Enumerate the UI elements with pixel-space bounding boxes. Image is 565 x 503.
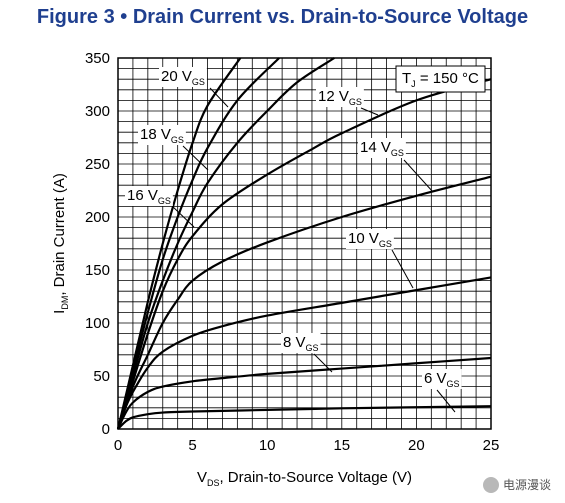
- tj-annotation: TJ = 150 °C: [395, 65, 486, 93]
- series-label-20vgs: 20 VGS: [161, 68, 205, 87]
- series-label-12vgs: 12 VGS: [318, 88, 362, 107]
- leader-18vgs: [182, 145, 209, 171]
- x-tick-label: 20: [408, 437, 425, 454]
- x-tick-label: 15: [333, 437, 350, 454]
- leader-6vgs: [436, 389, 456, 413]
- curve-18vgs: [116, 57, 280, 430]
- series-label-10vgs: 10 VGS: [348, 230, 392, 249]
- curves: [116, 57, 492, 430]
- leader-10vgs: [391, 249, 414, 289]
- y-tick-label: 300: [85, 103, 110, 120]
- series-label-18vgs: 18 VGS: [140, 126, 184, 145]
- wechat-icon: [482, 476, 499, 493]
- y-tick-label: 350: [85, 50, 110, 67]
- curve-8vgs: [117, 356, 492, 430]
- leader-8vgs: [313, 353, 333, 373]
- y-tick-label: 250: [85, 156, 110, 173]
- leader-12vgs: [360, 107, 379, 116]
- leader-20vgs: [209, 87, 229, 108]
- y-tick-label: 150: [85, 262, 110, 279]
- curve-20vgs: [116, 57, 242, 430]
- plot-frame: [117, 57, 492, 430]
- x-tick-label: 25: [483, 437, 500, 454]
- x-tick-label: 10: [259, 437, 276, 454]
- y-tick-label: 0: [102, 421, 110, 438]
- curve-12vgs: [116, 175, 492, 430]
- y-tick-label: 200: [85, 209, 110, 226]
- curve-6vgs: [117, 405, 492, 430]
- curve-10vgs: [116, 276, 492, 430]
- curve-leaders: [170, 87, 456, 413]
- x-tick-label: 5: [188, 437, 196, 454]
- leader-14vgs: [403, 159, 434, 193]
- y-tick-label: 50: [93, 368, 110, 385]
- curve-labels: 6 VGS 8 VGS 10 VGS 12 VGS 14 VGS 16 VGS 18 VGS…: [125, 67, 462, 389]
- tj-annotation-text: TJ = 150 °C: [402, 70, 479, 89]
- watermark-text: 电源漫谈: [502, 478, 551, 492]
- curve-16vgs: [116, 57, 335, 430]
- series-label-6vgs: 6 VGS: [424, 370, 460, 389]
- curve-14vgs: [116, 78, 492, 430]
- leader-16vgs: [170, 204, 195, 228]
- x-tick-label: 0: [114, 437, 122, 454]
- series-label-8vgs: 8 VGS: [283, 334, 319, 353]
- figure-title: Figure 3 • Drain Current vs. Drain-to-So…: [36, 6, 529, 28]
- watermark: 电源漫谈: [482, 476, 551, 493]
- y-axis-label: IDM, Drain Current (A): [51, 173, 70, 314]
- y-tick-label: 100: [85, 315, 110, 332]
- x-axis-label: VDS, Drain-to-Source Voltage (V): [197, 469, 412, 488]
- series-label-14vgs: 14 VGS: [360, 139, 404, 158]
- series-label-16vgs: 16 VGS: [127, 187, 171, 206]
